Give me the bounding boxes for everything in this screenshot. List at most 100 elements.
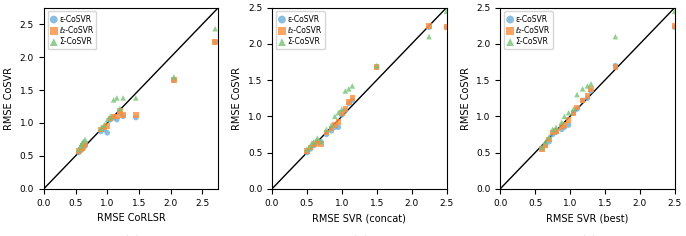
ℓ₂-CoSVR bbox=[108, 114, 119, 118]
Σ-CoSVR bbox=[343, 87, 354, 91]
Legend: ε-CoSVR, ℓ₂-CoSVR, Σ-CoSVR: ε-CoSVR, ℓ₂-CoSVR, Σ-CoSVR bbox=[504, 12, 553, 49]
ℓ₂-CoSVR bbox=[73, 149, 84, 153]
Legend: ε-CoSVR, ℓ₂-CoSVR, Σ-CoSVR: ε-CoSVR, ℓ₂-CoSVR, Σ-CoSVR bbox=[276, 12, 324, 49]
ℓ₂-CoSVR bbox=[321, 131, 332, 134]
Σ-CoSVR bbox=[540, 140, 551, 143]
ε-CoSVR bbox=[559, 125, 570, 129]
ε-CoSVR bbox=[371, 65, 382, 69]
ε-CoSVR bbox=[571, 107, 582, 111]
ε-CoSVR bbox=[536, 147, 547, 151]
ε-CoSVR bbox=[333, 125, 344, 129]
Σ-CoSVR bbox=[563, 111, 574, 115]
ℓ₂-CoSVR bbox=[423, 24, 434, 28]
Σ-CoSVR bbox=[78, 139, 88, 143]
Legend: ε-CoSVR, ℓ₂-CoSVR, Σ-CoSVR: ε-CoSVR, ℓ₂-CoSVR, Σ-CoSVR bbox=[47, 12, 97, 49]
Σ-CoSVR bbox=[316, 140, 327, 143]
ε-CoSVR bbox=[582, 96, 593, 100]
ε-CoSVR bbox=[326, 129, 337, 133]
ε-CoSVR bbox=[301, 151, 312, 154]
ℓ₂-CoSVR bbox=[568, 111, 579, 115]
Σ-CoSVR bbox=[329, 114, 340, 118]
ℓ₂-CoSVR bbox=[130, 113, 141, 117]
Σ-CoSVR bbox=[115, 107, 126, 110]
ℓ₂-CoSVR bbox=[585, 87, 596, 91]
Σ-CoSVR bbox=[582, 84, 593, 88]
ε-CoSVR bbox=[321, 133, 332, 136]
ℓ₂-CoSVR bbox=[326, 127, 337, 131]
Σ-CoSVR bbox=[347, 84, 358, 88]
ℓ₂-CoSVR bbox=[316, 142, 327, 146]
X-axis label: RMSE CoRLSR: RMSE CoRLSR bbox=[97, 213, 165, 223]
ℓ₂-CoSVR bbox=[543, 138, 554, 141]
ℓ₂-CoSVR bbox=[99, 126, 110, 129]
ε-CoSVR bbox=[105, 118, 116, 122]
ε-CoSVR bbox=[111, 118, 122, 122]
ℓ₂-CoSVR bbox=[210, 40, 221, 44]
ε-CoSVR bbox=[75, 149, 86, 152]
ε-CoSVR bbox=[309, 143, 320, 147]
ℓ₂-CoSVR bbox=[340, 107, 351, 111]
Σ-CoSVR bbox=[536, 145, 547, 149]
X-axis label: RMSE SVR (best): RMSE SVR (best) bbox=[546, 213, 628, 223]
Σ-CoSVR bbox=[102, 118, 113, 122]
Σ-CoSVR bbox=[99, 123, 110, 127]
Σ-CoSVR bbox=[551, 125, 562, 129]
Σ-CoSVR bbox=[80, 138, 91, 141]
Σ-CoSVR bbox=[210, 27, 221, 31]
Σ-CoSVR bbox=[312, 136, 323, 140]
ε-CoSVR bbox=[78, 146, 88, 150]
ℓ₂-CoSVR bbox=[610, 65, 621, 69]
ε-CoSVR bbox=[670, 25, 681, 29]
ℓ₂-CoSVR bbox=[536, 147, 547, 151]
ε-CoSVR bbox=[316, 140, 327, 143]
ℓ₂-CoSVR bbox=[117, 113, 128, 117]
ε-CoSVR bbox=[73, 151, 84, 154]
Σ-CoSVR bbox=[108, 98, 119, 102]
ℓ₂-CoSVR bbox=[105, 116, 116, 120]
ℓ₂-CoSVR bbox=[551, 129, 562, 133]
ε-CoSVR bbox=[95, 130, 106, 133]
Σ-CoSVR bbox=[321, 127, 332, 131]
ε-CoSVR bbox=[540, 143, 551, 147]
Σ-CoSVR bbox=[76, 142, 87, 146]
ℓ₂-CoSVR bbox=[75, 148, 86, 151]
ℓ₂-CoSVR bbox=[301, 149, 312, 153]
ℓ₂-CoSVR bbox=[559, 123, 570, 127]
ε-CoSVR bbox=[547, 133, 558, 136]
ℓ₂-CoSVR bbox=[309, 142, 320, 146]
ℓ₂-CoSVR bbox=[333, 120, 344, 124]
ℓ₂-CoSVR bbox=[312, 140, 323, 143]
Σ-CoSVR bbox=[111, 96, 122, 100]
ε-CoSVR bbox=[305, 147, 316, 151]
ℓ₂-CoSVR bbox=[670, 24, 681, 28]
Σ-CoSVR bbox=[117, 96, 128, 100]
ℓ₂-CoSVR bbox=[76, 146, 87, 150]
ℓ₂-CoSVR bbox=[540, 143, 551, 147]
Y-axis label: RMSE CoSVR: RMSE CoSVR bbox=[233, 67, 242, 130]
Σ-CoSVR bbox=[423, 35, 434, 38]
ℓ₂-CoSVR bbox=[371, 65, 382, 69]
ℓ₂-CoSVR bbox=[343, 100, 354, 104]
Σ-CoSVR bbox=[75, 144, 86, 148]
ε-CoSVR bbox=[130, 116, 141, 120]
ℓ₂-CoSVR bbox=[577, 98, 588, 102]
ε-CoSVR bbox=[441, 25, 452, 29]
Σ-CoSVR bbox=[559, 114, 570, 118]
ℓ₂-CoSVR bbox=[111, 114, 122, 118]
ε-CoSVR bbox=[343, 101, 354, 105]
ε-CoSVR bbox=[76, 148, 87, 151]
Σ-CoSVR bbox=[168, 75, 179, 79]
ε-CoSVR bbox=[329, 125, 340, 129]
Y-axis label: RMSE CoSVR: RMSE CoSVR bbox=[460, 67, 471, 130]
Y-axis label: RMSE CoSVR: RMSE CoSVR bbox=[4, 67, 14, 130]
ε-CoSVR bbox=[543, 140, 554, 143]
ε-CoSVR bbox=[168, 78, 179, 82]
ℓ₂-CoSVR bbox=[95, 128, 106, 131]
ℓ₂-CoSVR bbox=[168, 78, 179, 82]
ℓ₂-CoSVR bbox=[336, 111, 347, 115]
ℓ₂-CoSVR bbox=[115, 109, 126, 113]
ℓ₂-CoSVR bbox=[556, 125, 567, 129]
Σ-CoSVR bbox=[441, 9, 452, 13]
ε-CoSVR bbox=[568, 111, 579, 115]
ε-CoSVR bbox=[585, 89, 596, 93]
